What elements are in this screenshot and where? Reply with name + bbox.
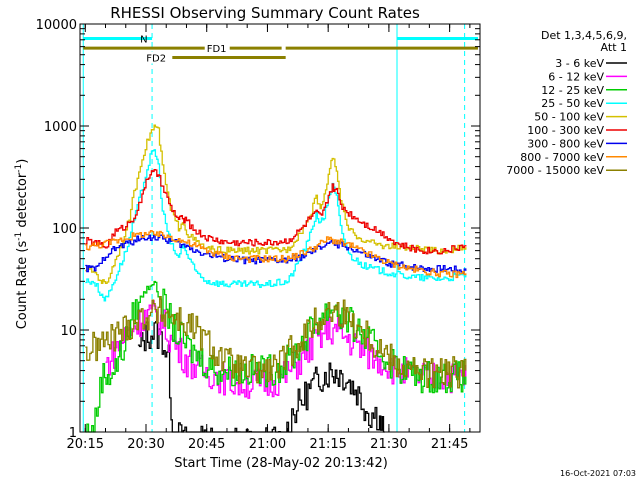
legend-header-line-1: Att 1 — [601, 41, 627, 54]
state-bar-label-n: N — [140, 35, 147, 46]
x-tick-label-4: 21:15 — [309, 437, 346, 452]
state-bar-label-bg-fd2 — [144, 51, 170, 64]
chart-title: RHESSI Observing Summary Count Rates — [110, 4, 420, 22]
series-line-12-25-kev — [85, 280, 467, 433]
x-axis-label: Start Time (28-May-02 20:13:42) — [174, 456, 388, 471]
legend-label-4: 50 - 100 keV — [534, 111, 604, 124]
series-line-100-300-kev — [85, 169, 467, 255]
x-tick-label-0: 20:15 — [67, 437, 104, 452]
generation-timestamp: 16-Oct-2021 07:03 — [560, 469, 636, 478]
svg-text:Count Rate (s-1 detector-1): Count Rate (s-1 detector-1) — [14, 159, 30, 330]
state-bar-label-fd1: FD1 — [207, 44, 227, 55]
series-line-25-50-kev — [85, 149, 467, 302]
legend-label-6: 300 - 800 keV — [527, 137, 604, 150]
state-bar-label-bg-fd1 — [204, 42, 230, 55]
legend-label-0: 3 - 6 keV — [555, 57, 604, 70]
legend-label-5: 100 - 300 keV — [527, 124, 604, 137]
series-line-7000-15000-kev — [85, 295, 467, 389]
data-series — [85, 124, 467, 433]
state-bar-label-fd2: FD2 — [146, 53, 166, 64]
y-tick-label-4: 10000 — [36, 18, 77, 33]
legend-label-8: 7000 - 15000 keV — [506, 164, 604, 177]
y-tick-label-1: 10 — [60, 324, 77, 339]
x-tick-label-2: 20:45 — [188, 437, 225, 452]
legend-label-3: 25 - 50 keV — [541, 97, 604, 110]
y-axis-label-sup2: -1 — [14, 164, 24, 173]
legend-label-2: 12 - 25 keV — [541, 84, 604, 97]
series-line-800-7000-kev — [85, 229, 467, 279]
legend-header-line-0: Det 1,3,4,5,6,9, — [541, 29, 627, 42]
x-tick-label-1: 20:30 — [127, 437, 164, 452]
y-tick-label-3: 1000 — [44, 120, 77, 135]
y-tick-label-2: 100 — [52, 222, 77, 237]
x-tick-label-5: 21:30 — [370, 437, 407, 452]
y-axis-label-mid: detector — [15, 172, 30, 232]
series-line-6-12-kev — [105, 300, 467, 399]
plot-axes: 20:15 20:30 20:45 21:00 21:15 21:30 21:45 1 10 10… — [36, 18, 481, 452]
y-axis-label: Count Rate (s-1 detector-1) — [14, 159, 30, 330]
x-tick-label-6: 21:45 — [431, 437, 468, 452]
y-axis-label-main: Count Rate (s — [15, 241, 30, 330]
y-tick-label-0: 1 — [69, 426, 77, 441]
state-bars: N FD1 FD2 — [83, 35, 478, 64]
y-axis-label-end: ) — [15, 159, 30, 164]
legend-label-1: 6 - 12 keV — [548, 70, 604, 83]
x-tick-label-3: 21:00 — [249, 437, 286, 452]
legend-label-7: 800 - 7000 keV — [520, 151, 604, 164]
y-axis-label-sup1: -1 — [14, 232, 24, 241]
